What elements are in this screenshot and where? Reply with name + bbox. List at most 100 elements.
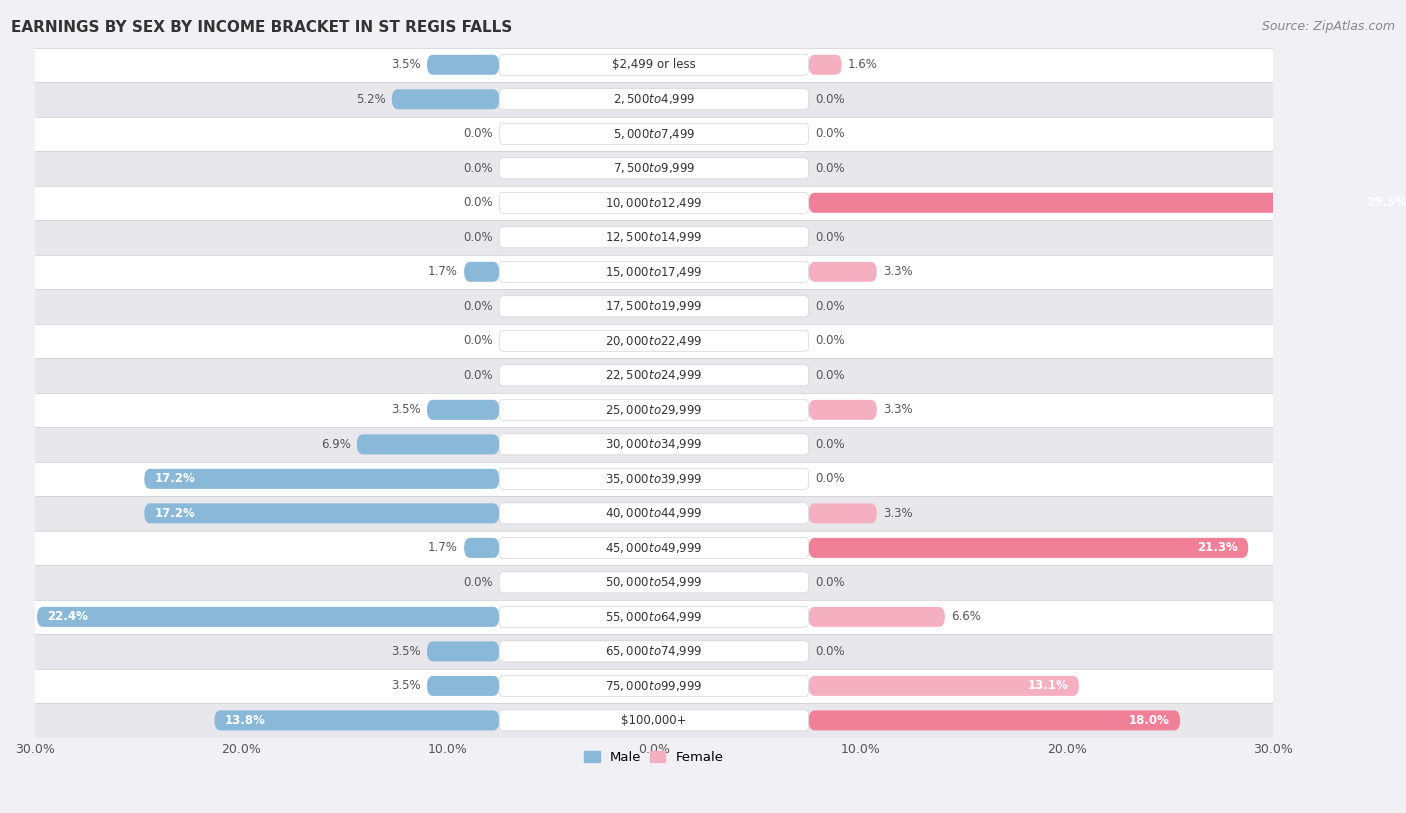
Text: $30,000 to $34,999: $30,000 to $34,999: [605, 437, 703, 451]
Text: 1.6%: 1.6%: [848, 59, 877, 72]
FancyBboxPatch shape: [499, 124, 808, 144]
Bar: [35, 427, 1272, 462]
Text: 21.3%: 21.3%: [1197, 541, 1237, 554]
FancyBboxPatch shape: [499, 503, 808, 524]
Bar: [35, 358, 1272, 393]
FancyBboxPatch shape: [499, 158, 808, 179]
Text: 3.3%: 3.3%: [883, 403, 912, 416]
FancyBboxPatch shape: [499, 606, 808, 628]
Bar: [35, 220, 1272, 254]
FancyBboxPatch shape: [499, 572, 808, 593]
FancyBboxPatch shape: [499, 676, 808, 697]
FancyBboxPatch shape: [499, 193, 808, 213]
Text: 3.5%: 3.5%: [391, 645, 420, 658]
FancyBboxPatch shape: [808, 503, 877, 524]
Bar: [35, 531, 1272, 565]
Text: $50,000 to $54,999: $50,000 to $54,999: [605, 576, 703, 589]
Bar: [35, 703, 1272, 737]
FancyBboxPatch shape: [499, 434, 808, 454]
Text: 3.3%: 3.3%: [883, 265, 912, 278]
Text: 0.0%: 0.0%: [815, 369, 845, 382]
FancyBboxPatch shape: [427, 641, 499, 662]
Text: 0.0%: 0.0%: [464, 334, 494, 347]
Text: $2,499 or less: $2,499 or less: [612, 59, 696, 72]
FancyBboxPatch shape: [464, 262, 499, 282]
Text: 0.0%: 0.0%: [815, 645, 845, 658]
Text: $45,000 to $49,999: $45,000 to $49,999: [605, 541, 703, 554]
Bar: [35, 600, 1272, 634]
FancyBboxPatch shape: [808, 606, 945, 627]
Text: 6.6%: 6.6%: [950, 611, 981, 624]
FancyBboxPatch shape: [499, 89, 808, 110]
FancyBboxPatch shape: [499, 641, 808, 662]
FancyBboxPatch shape: [499, 54, 808, 76]
FancyBboxPatch shape: [427, 54, 499, 75]
FancyBboxPatch shape: [499, 710, 808, 731]
Text: 3.5%: 3.5%: [391, 403, 420, 416]
Bar: [35, 151, 1272, 185]
Bar: [35, 185, 1272, 220]
FancyBboxPatch shape: [808, 711, 1180, 730]
Bar: [35, 393, 1272, 427]
FancyBboxPatch shape: [145, 469, 499, 489]
Text: 0.0%: 0.0%: [815, 231, 845, 244]
FancyBboxPatch shape: [499, 537, 808, 559]
FancyBboxPatch shape: [808, 400, 877, 420]
Legend: Male, Female: Male, Female: [579, 746, 730, 769]
Text: 17.2%: 17.2%: [155, 506, 195, 520]
Text: 0.0%: 0.0%: [464, 196, 494, 209]
Text: $12,500 to $14,999: $12,500 to $14,999: [605, 230, 703, 244]
Bar: [35, 82, 1272, 116]
FancyBboxPatch shape: [808, 676, 1078, 696]
FancyBboxPatch shape: [499, 227, 808, 248]
Text: $10,000 to $12,499: $10,000 to $12,499: [605, 196, 703, 210]
Text: 0.0%: 0.0%: [464, 162, 494, 175]
Bar: [35, 324, 1272, 358]
Bar: [35, 565, 1272, 600]
FancyBboxPatch shape: [808, 54, 842, 75]
FancyBboxPatch shape: [427, 400, 499, 420]
Text: 13.8%: 13.8%: [225, 714, 266, 727]
Text: 0.0%: 0.0%: [464, 128, 494, 141]
FancyBboxPatch shape: [145, 503, 499, 524]
Bar: [35, 496, 1272, 531]
Text: 18.0%: 18.0%: [1129, 714, 1170, 727]
Text: 0.0%: 0.0%: [815, 300, 845, 313]
Text: 3.5%: 3.5%: [391, 680, 420, 693]
Text: 29.5%: 29.5%: [1367, 196, 1406, 209]
FancyBboxPatch shape: [499, 468, 808, 489]
Bar: [35, 47, 1272, 82]
FancyBboxPatch shape: [392, 89, 499, 109]
Text: $5,000 to $7,499: $5,000 to $7,499: [613, 127, 695, 141]
FancyBboxPatch shape: [499, 365, 808, 386]
FancyBboxPatch shape: [499, 261, 808, 282]
Text: $75,000 to $99,999: $75,000 to $99,999: [605, 679, 703, 693]
FancyBboxPatch shape: [215, 711, 499, 730]
Text: 0.0%: 0.0%: [464, 576, 494, 589]
Text: 0.0%: 0.0%: [815, 128, 845, 141]
FancyBboxPatch shape: [357, 434, 499, 454]
Text: 0.0%: 0.0%: [464, 231, 494, 244]
Text: $15,000 to $17,499: $15,000 to $17,499: [605, 265, 703, 279]
Text: $35,000 to $39,999: $35,000 to $39,999: [605, 472, 703, 486]
Text: $2,500 to $4,999: $2,500 to $4,999: [613, 93, 695, 107]
Bar: [35, 289, 1272, 324]
Text: $65,000 to $74,999: $65,000 to $74,999: [605, 645, 703, 659]
Text: $17,500 to $19,999: $17,500 to $19,999: [605, 299, 703, 313]
Text: $20,000 to $22,499: $20,000 to $22,499: [605, 334, 703, 348]
FancyBboxPatch shape: [37, 606, 499, 627]
Bar: [35, 634, 1272, 668]
Text: $22,500 to $24,999: $22,500 to $24,999: [605, 368, 703, 382]
Text: 0.0%: 0.0%: [815, 334, 845, 347]
Text: 6.9%: 6.9%: [321, 438, 350, 451]
Text: 5.2%: 5.2%: [356, 93, 385, 106]
Text: $100,000+: $100,000+: [621, 714, 686, 727]
FancyBboxPatch shape: [464, 538, 499, 558]
Text: 0.0%: 0.0%: [815, 93, 845, 106]
Bar: [35, 116, 1272, 151]
Text: $7,500 to $9,999: $7,500 to $9,999: [613, 161, 695, 176]
Text: $25,000 to $29,999: $25,000 to $29,999: [606, 402, 703, 417]
Text: 0.0%: 0.0%: [815, 162, 845, 175]
FancyBboxPatch shape: [499, 330, 808, 351]
Bar: [35, 254, 1272, 289]
